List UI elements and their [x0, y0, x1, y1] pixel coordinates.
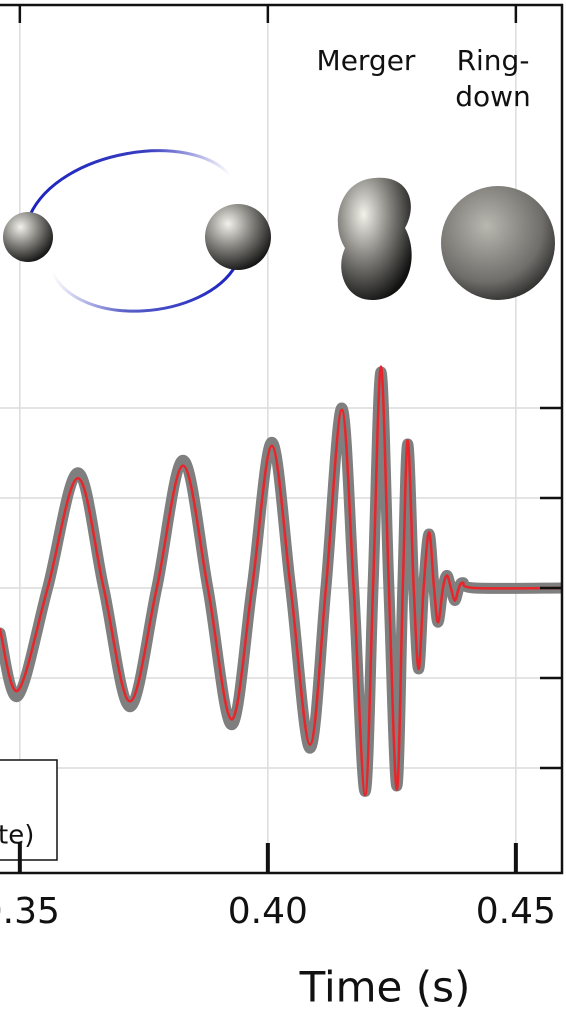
x-axis-label: Time (s) — [299, 963, 471, 1012]
annotation: Ring- — [457, 44, 530, 77]
annotation: Merger — [317, 44, 416, 77]
black-hole — [205, 204, 271, 270]
final-black-hole — [441, 186, 555, 300]
grid — [0, 5, 562, 873]
x-tick-label: 0.45 — [476, 891, 556, 932]
legend: te) — [0, 760, 57, 860]
x-tick-label: 0.40 — [228, 891, 308, 932]
waveform-line — [0, 372, 562, 791]
waveform-line — [0, 367, 562, 795]
merged-black-hole — [338, 178, 412, 300]
x-tick-label: 0.35 — [0, 891, 60, 932]
orbit — [52, 265, 236, 311]
orbit — [30, 151, 230, 215]
chart: Merger Ring- down te) 0.35 0.40 0.45 Time … — [0, 0, 566, 1013]
lines — [0, 367, 562, 795]
illustration: Merger Ring- down — [3, 44, 555, 311]
black-hole — [3, 212, 53, 262]
annotation: down — [455, 80, 531, 113]
legend-label: te) — [0, 821, 34, 851]
plot-frame — [0, 5, 562, 873]
